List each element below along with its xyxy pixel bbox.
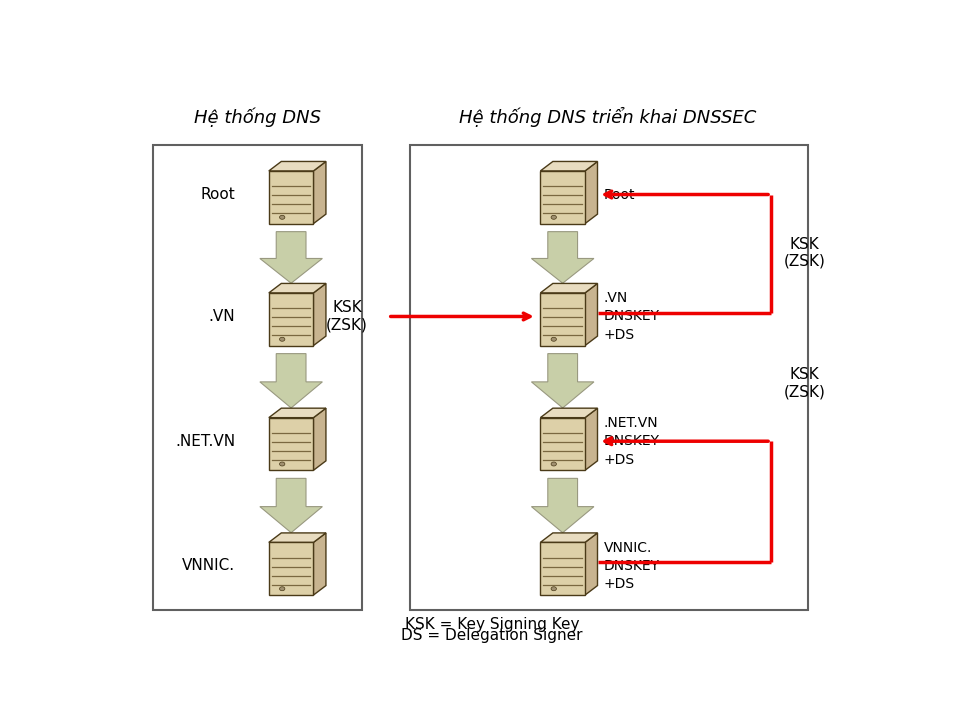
Circle shape xyxy=(279,215,285,220)
Polygon shape xyxy=(540,284,597,293)
Circle shape xyxy=(279,587,285,590)
Polygon shape xyxy=(313,408,326,470)
Bar xyxy=(154,145,362,611)
Polygon shape xyxy=(313,161,326,224)
Text: VNNIC.: VNNIC. xyxy=(182,559,235,573)
Polygon shape xyxy=(540,161,597,171)
Text: .VN: .VN xyxy=(208,309,235,324)
Polygon shape xyxy=(540,418,585,470)
Text: Root: Root xyxy=(201,187,235,202)
Polygon shape xyxy=(269,418,313,470)
Polygon shape xyxy=(269,284,326,293)
Polygon shape xyxy=(532,232,594,283)
Polygon shape xyxy=(532,354,594,408)
Text: .NET.VN
DNSKEY
+DS: .NET.VN DNSKEY +DS xyxy=(604,416,660,467)
Polygon shape xyxy=(532,478,594,533)
Circle shape xyxy=(279,337,285,341)
Circle shape xyxy=(551,337,557,341)
Polygon shape xyxy=(260,478,323,533)
Polygon shape xyxy=(269,542,313,595)
Polygon shape xyxy=(313,284,326,346)
Polygon shape xyxy=(540,293,585,346)
Polygon shape xyxy=(260,232,323,283)
Polygon shape xyxy=(260,354,323,408)
Text: KSK
(ZSK): KSK (ZSK) xyxy=(326,300,368,333)
Text: KSK
(ZSK): KSK (ZSK) xyxy=(783,236,826,269)
Polygon shape xyxy=(585,408,597,470)
Polygon shape xyxy=(269,408,326,418)
Polygon shape xyxy=(540,542,585,595)
Polygon shape xyxy=(585,533,597,595)
Text: Root: Root xyxy=(604,187,636,202)
Circle shape xyxy=(551,587,557,590)
Circle shape xyxy=(279,462,285,466)
Text: KSK = Key Signing Key: KSK = Key Signing Key xyxy=(405,616,579,631)
Polygon shape xyxy=(585,161,597,224)
Polygon shape xyxy=(313,533,326,595)
Text: .VN
DNSKEY
+DS: .VN DNSKEY +DS xyxy=(604,291,660,342)
Polygon shape xyxy=(269,171,313,224)
Circle shape xyxy=(551,215,557,220)
Bar xyxy=(410,145,808,611)
Circle shape xyxy=(551,462,557,466)
Polygon shape xyxy=(540,533,597,542)
Text: VNNIC.
DNSKEY
+DS: VNNIC. DNSKEY +DS xyxy=(604,541,660,591)
Text: .NET.VN: .NET.VN xyxy=(175,433,235,449)
Polygon shape xyxy=(540,171,585,224)
Text: DS = Delegation Signer: DS = Delegation Signer xyxy=(401,628,583,643)
Text: Hệ thống DNS: Hệ thống DNS xyxy=(194,107,322,127)
Polygon shape xyxy=(269,161,326,171)
Text: KSK
(ZSK): KSK (ZSK) xyxy=(783,366,826,399)
Polygon shape xyxy=(269,293,313,346)
Polygon shape xyxy=(540,408,597,418)
Polygon shape xyxy=(585,284,597,346)
Polygon shape xyxy=(269,533,326,542)
Text: Hệ thống DNS triển khai DNSSEC: Hệ thống DNS triển khai DNSSEC xyxy=(459,107,756,127)
